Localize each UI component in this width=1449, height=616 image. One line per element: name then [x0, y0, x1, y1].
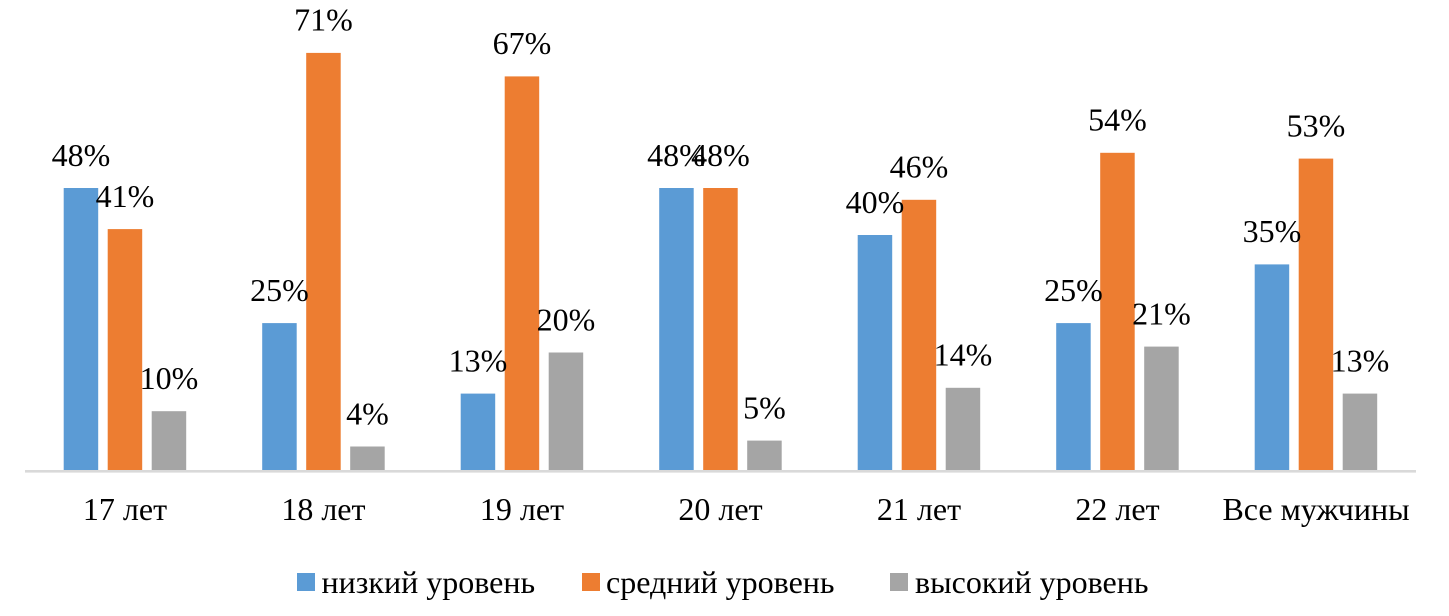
svg-text:41%: 41% — [96, 178, 155, 214]
svg-text:40%: 40% — [846, 184, 905, 220]
svg-text:13%: 13% — [1331, 342, 1390, 378]
svg-text:46%: 46% — [890, 149, 949, 185]
svg-text:20 лет: 20 лет — [678, 491, 762, 527]
svg-text:18 лет: 18 лет — [281, 491, 365, 527]
svg-text:20%: 20% — [537, 301, 596, 337]
svg-text:67%: 67% — [493, 25, 552, 61]
svg-text:10%: 10% — [140, 360, 199, 396]
svg-text:средний уровень: средний уровень — [606, 564, 834, 600]
svg-text:4%: 4% — [346, 395, 389, 431]
svg-text:5%: 5% — [743, 389, 786, 425]
svg-text:54%: 54% — [1088, 102, 1147, 138]
svg-text:48%: 48% — [691, 137, 750, 173]
svg-text:53%: 53% — [1287, 107, 1346, 143]
svg-text:21 лет: 21 лет — [877, 491, 961, 527]
svg-text:25%: 25% — [250, 272, 309, 308]
svg-text:71%: 71% — [294, 2, 353, 38]
svg-text:низкий уровень: низкий уровень — [322, 564, 536, 600]
svg-text:14%: 14% — [934, 337, 993, 373]
svg-text:25%: 25% — [1044, 272, 1103, 308]
svg-text:35%: 35% — [1243, 213, 1302, 249]
svg-text:21%: 21% — [1132, 295, 1191, 331]
svg-text:13%: 13% — [449, 342, 508, 378]
svg-text:Все мужчины: Все мужчины — [1222, 491, 1409, 527]
svg-text:17 лет: 17 лет — [83, 491, 167, 527]
svg-text:22 лет: 22 лет — [1075, 491, 1159, 527]
svg-text:высокий уровень: высокий уровень — [915, 564, 1148, 600]
svg-text:19 лет: 19 лет — [480, 491, 564, 527]
svg-text:48%: 48% — [647, 137, 706, 173]
svg-text:48%: 48% — [52, 137, 111, 173]
